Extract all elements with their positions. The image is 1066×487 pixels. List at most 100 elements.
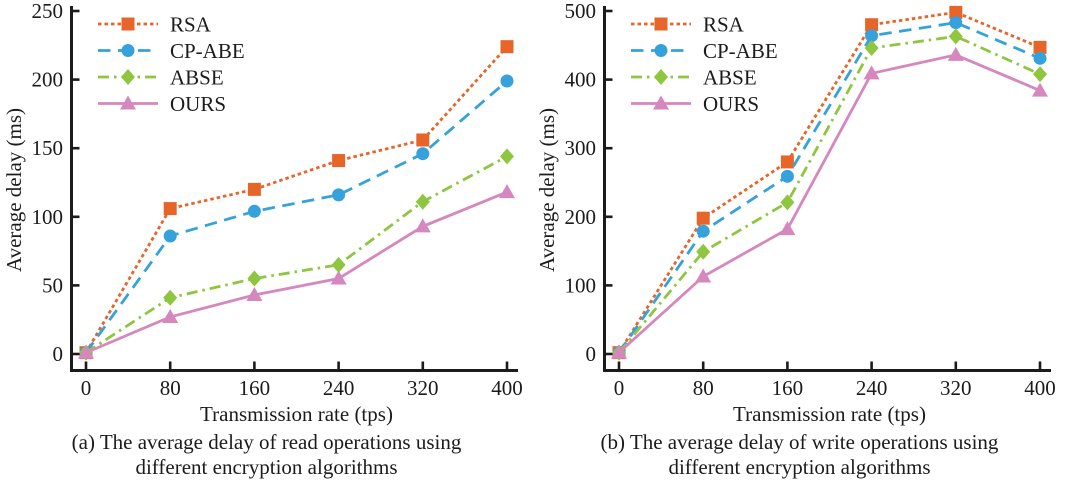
- rsa-marker: [500, 40, 514, 54]
- x-tick-label: 80: [160, 376, 181, 400]
- chart-block-write: 0 80 160 240 320 400 0 100 200 300 400 500 Transmiss…: [533, 0, 1066, 480]
- ours-marker: [246, 287, 263, 302]
- legend-item-ours: OURS: [98, 92, 226, 116]
- rsa-marker: [654, 17, 668, 31]
- y-tick-label: 100: [565, 273, 597, 297]
- y-tick-label: 300: [565, 136, 597, 160]
- ours-marker: [779, 221, 796, 236]
- caption-write: (b) The average delay of write operation…: [533, 430, 1066, 480]
- cp-abe-marker: [416, 147, 430, 161]
- legend-label: RSA: [703, 13, 745, 37]
- y-axis-label: Average delay (ms): [2, 108, 26, 272]
- abse-marker: [654, 69, 668, 85]
- x-axis-label: Transmission rate (tps): [733, 402, 926, 426]
- cp-abe-marker: [654, 44, 668, 57]
- x-tick-label: 400: [491, 376, 523, 400]
- abse-marker: [163, 289, 178, 306]
- cp-abe-marker: [121, 44, 135, 57]
- abse-line: [617, 34, 1041, 354]
- rsa-marker: [247, 182, 261, 196]
- legend-item-abse: ABSE: [98, 66, 224, 90]
- y-tick-label: 250: [32, 0, 64, 23]
- ours-marker: [1032, 82, 1048, 97]
- abse-line: [85, 155, 508, 354]
- cp-abe-marker: [780, 169, 794, 183]
- x-tick-label: 0: [81, 376, 92, 400]
- write-operations-chart: 0 80 160 240 320 400 0 100 200 300 400 500 Transmiss…: [535, 0, 1056, 426]
- x-tick-label: 240: [323, 376, 355, 400]
- chart-block-read: 0 80 160 240 320 400 0 50 100 150 200 250 Transmissi…: [0, 0, 533, 480]
- ours-marker: [499, 184, 515, 199]
- abse-marker: [415, 193, 430, 210]
- x-tick-label: 240: [856, 376, 888, 400]
- caption-read: (a) The average delay of read operations…: [0, 430, 533, 480]
- ours-marker: [695, 268, 712, 283]
- caption-read-line2: different encryption algorithms: [135, 455, 398, 479]
- legend-label: ABSE: [703, 66, 757, 90]
- ours-line: [85, 190, 508, 354]
- abse-marker: [500, 148, 514, 165]
- legend-label: RSA: [170, 13, 212, 37]
- ours-marker: [120, 95, 136, 110]
- y-axis-label: Average delay (ms): [535, 108, 559, 272]
- ours-marker: [414, 218, 431, 233]
- cp-abe-line: [84, 79, 508, 354]
- abse-marker: [780, 194, 795, 211]
- abse-marker: [696, 243, 711, 260]
- x-tick-label: 0: [614, 376, 625, 400]
- y-tick-label: 0: [53, 342, 64, 366]
- legend-item-abse: ABSE: [631, 66, 757, 90]
- cp-abe-marker: [949, 16, 963, 30]
- cp-abe-marker: [696, 224, 710, 238]
- x-tick-label: 400: [1024, 376, 1056, 400]
- abse-marker: [247, 270, 262, 287]
- y-tick-label: 400: [565, 68, 597, 92]
- rsa-marker: [416, 133, 430, 147]
- rsa-marker: [163, 202, 177, 216]
- cp-abe-marker: [500, 74, 514, 88]
- legend-label: ABSE: [170, 66, 224, 90]
- ours-marker: [947, 46, 964, 61]
- ours-marker: [611, 344, 627, 359]
- legend-label: OURS: [703, 92, 759, 116]
- y-tick-label: 500: [565, 0, 597, 23]
- ours-line: [618, 53, 1041, 354]
- abse-marker: [948, 28, 963, 45]
- rsa-line: [617, 10, 1041, 354]
- x-tick-label: 160: [239, 376, 271, 400]
- x-tick-label: 160: [772, 376, 804, 400]
- cp-abe-marker: [865, 29, 879, 43]
- ours-marker: [162, 308, 179, 323]
- legend-label: CP-ABE: [703, 39, 778, 63]
- legend-item-ours: OURS: [631, 92, 759, 116]
- abse-marker: [331, 256, 346, 273]
- legend-item-cp-abe: CP-ABE: [98, 39, 245, 63]
- y-tick-label: 100: [32, 205, 64, 229]
- cp-abe-marker: [332, 188, 346, 202]
- y-tick-label: 150: [32, 136, 64, 160]
- rsa-marker: [949, 5, 963, 19]
- rsa-marker: [865, 18, 879, 32]
- cp-abe-line: [617, 21, 1041, 354]
- legend-item-rsa: RSA: [631, 13, 745, 37]
- abse-marker: [121, 69, 135, 85]
- ours-marker: [330, 270, 347, 285]
- rsa-marker: [780, 155, 794, 169]
- y-tick-label: 0: [586, 342, 597, 366]
- abse-marker: [1033, 66, 1047, 83]
- legend-item-rsa: RSA: [98, 13, 212, 37]
- x-tick-label: 320: [940, 376, 972, 400]
- y-tick-label: 200: [565, 205, 597, 229]
- caption-read-line1: (a) The average delay of read operations…: [71, 430, 462, 454]
- rsa-marker: [332, 154, 346, 168]
- x-tick-label: 80: [693, 376, 714, 400]
- y-tick-label: 200: [32, 68, 64, 92]
- ours-marker: [863, 65, 880, 80]
- rsa-marker: [1033, 40, 1047, 54]
- cp-abe-marker: [247, 204, 261, 218]
- legend-item-cp-abe: CP-ABE: [631, 39, 778, 63]
- x-tick-label: 320: [407, 376, 439, 400]
- rsa-marker: [696, 211, 710, 225]
- rsa-line: [84, 45, 509, 354]
